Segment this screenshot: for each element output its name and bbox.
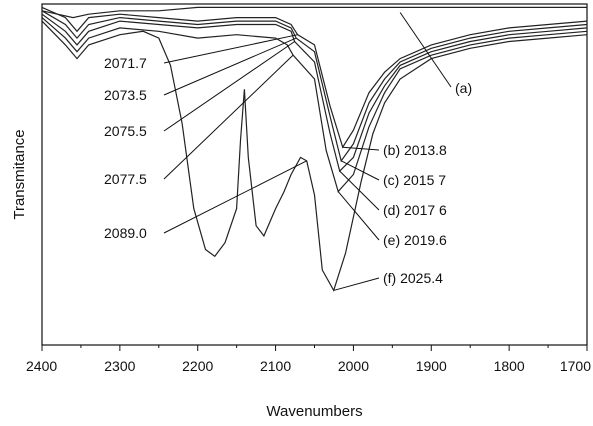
spectra-group — [41, 6, 588, 292]
x-tick-label: 2000 — [338, 358, 369, 374]
annotation-label: 2089.0 — [104, 225, 147, 241]
x-tick-label: 1800 — [494, 358, 525, 374]
annotation-label: 2073.5 — [104, 87, 147, 103]
annotation-leader-line — [163, 160, 307, 234]
spectrum-line-f — [41, 20, 588, 292]
x-axis-ticks: 2400 2300 2200 2100 2000 1900 1800 1700 — [26, 345, 591, 374]
annotation-label: (a) — [455, 80, 472, 96]
annotation-leaders — [163, 12, 452, 291]
annotation-label: (e) 2019.6 — [383, 232, 447, 248]
annotation-label: 2077.5 — [104, 171, 147, 187]
x-tick-label: 2300 — [104, 358, 135, 374]
spectrum-line-d — [41, 13, 588, 173]
x-tick-label: 2200 — [182, 358, 213, 374]
annotation-leader-line — [339, 170, 380, 211]
annotation-leader-line — [399, 12, 452, 88]
y-axis-title: Transmitance — [11, 129, 28, 219]
x-tick-label: 1700 — [560, 358, 591, 374]
x-tick-label: 2400 — [26, 358, 57, 374]
annotation-leader-line — [333, 277, 380, 291]
annotation-leader-line — [342, 146, 380, 151]
x-tick-label: 1900 — [416, 358, 447, 374]
spectrum-line-a — [41, 6, 587, 19]
annotation-label: (d) 2017 6 — [383, 202, 447, 218]
annotation-label: (c) 2015 7 — [383, 172, 446, 188]
annotation-leader-line — [340, 160, 380, 181]
annotation-label: (b) 2013.8 — [383, 142, 447, 158]
annotation-leader-line — [163, 54, 294, 180]
annotation-leader-line — [337, 191, 380, 241]
spectrum-line-e — [41, 17, 588, 193]
annotation-label: 2075.5 — [104, 123, 147, 139]
annotations-group: (a) (b) 2013.8 (c) 2015 7 (d) 2017 6 (e) 201… — [104, 55, 472, 286]
annotation-leader-line — [163, 34, 298, 64]
x-tick-label: 2100 — [260, 358, 291, 374]
annotation-label: (f) 2025.4 — [383, 270, 443, 286]
annotation-label: 2071.7 — [104, 55, 147, 71]
spectrum-line-c — [41, 10, 588, 163]
x-axis-title: Wavenumbers — [266, 403, 362, 420]
annotation-leader-line — [163, 37, 297, 96]
annotation-leader-line — [163, 41, 295, 132]
spectrum-line-b — [41, 6, 588, 149]
